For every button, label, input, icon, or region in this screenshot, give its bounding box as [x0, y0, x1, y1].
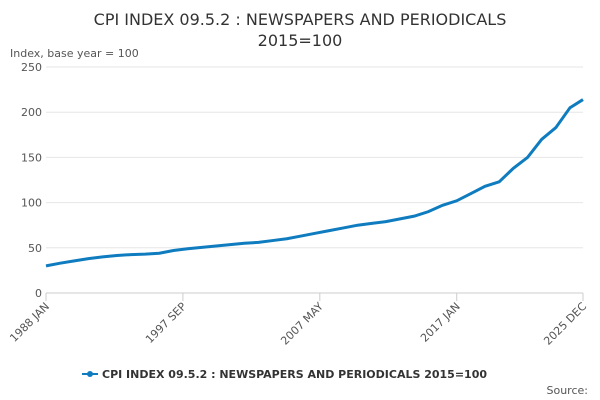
y-axis-label: Index, base year = 100 [10, 47, 139, 60]
x-tick-label: 1997 SEP [143, 300, 189, 346]
y-tick-label: 150 [21, 151, 42, 164]
data-line [45, 98, 584, 268]
x-tick-label: 2025 DEC [541, 300, 589, 348]
y-tick-label: 100 [21, 197, 42, 210]
y-tick-label: 200 [21, 106, 42, 119]
y-tick-label: 250 [21, 61, 42, 74]
chart-title: CPI INDEX 09.5.2 : NEWSPAPERS AND PERIOD… [94, 10, 507, 29]
y-tick-label: 50 [28, 242, 42, 255]
x-tick-label: 2017 JAN [418, 300, 463, 345]
chart-title: 2015=100 [258, 31, 343, 50]
y-tick-label: 0 [35, 287, 42, 300]
legend-marker [87, 371, 93, 377]
x-tick-label: 1988 JAN [7, 300, 52, 345]
x-tick-label: 2007 MAY [278, 300, 326, 348]
source: Source: [547, 384, 589, 397]
legend-label: CPI INDEX 09.5.2 : NEWSPAPERS AND PERIOD… [102, 368, 487, 381]
